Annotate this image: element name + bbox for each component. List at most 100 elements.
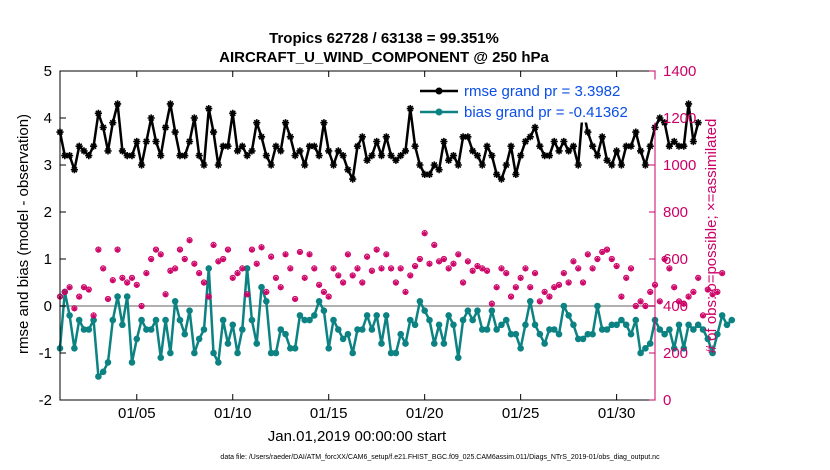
bias-point [358, 326, 366, 333]
obs-assimilated-point [402, 289, 409, 295]
obs-assimilated-point [340, 280, 346, 286]
obs-assimilated-point [234, 270, 241, 277]
bias-point [75, 316, 83, 324]
rmse-point [493, 170, 501, 178]
obs-assimilated-point [714, 289, 720, 295]
rmse-point [195, 152, 203, 160]
rmse-point [75, 142, 83, 150]
bias-point [522, 321, 529, 329]
bias-point [483, 326, 491, 333]
bias-point [85, 326, 93, 333]
obs-assimilated-point [134, 282, 140, 288]
bias-point [263, 298, 270, 305]
y2-tick-label: 400 [663, 298, 688, 315]
y2-tick-label: 1200 [663, 110, 696, 127]
bias-point [325, 345, 333, 352]
obs-assimilated-point [158, 252, 164, 258]
rmse-point [281, 119, 290, 127]
obs-assimilated-point [575, 266, 581, 272]
bias-point [330, 316, 337, 324]
obs-assimilated-point [287, 266, 293, 272]
rmse-point [497, 175, 506, 183]
obs-assimilated-point [657, 299, 663, 305]
rmse-point [315, 152, 323, 160]
obs-assimilated-point [546, 294, 553, 300]
obs-assimilated-point [585, 252, 591, 258]
bias-point [656, 326, 664, 333]
rmse-point [478, 161, 486, 169]
bias-point [339, 335, 347, 343]
rmse-point [329, 161, 338, 169]
bias-point [594, 302, 601, 310]
rmse-point [277, 147, 285, 155]
rmse-point [416, 161, 424, 169]
bias-point [195, 335, 203, 343]
obs-assimilated-point [206, 294, 212, 300]
rmse-point [339, 152, 347, 160]
obs-assimilated-point [364, 254, 370, 260]
obs-assimilated-point [138, 303, 145, 310]
obs-assimilated-point [244, 292, 250, 298]
bias-point [627, 330, 635, 338]
bias-point [704, 335, 712, 343]
bias-point [306, 316, 313, 324]
rmse-point [632, 128, 640, 136]
bias-point [435, 321, 443, 329]
rmse-point [622, 142, 630, 150]
bias-point [272, 349, 280, 357]
obs-assimilated-point [470, 268, 476, 274]
obs-assimilated-point [119, 275, 125, 281]
obs-assimilated-point [105, 296, 111, 303]
bias-point [147, 326, 155, 333]
obs-assimilated-point [609, 256, 615, 263]
obs-assimilated-point [167, 268, 173, 274]
legend-bias-marker [435, 108, 443, 116]
obs-assimilated-point [71, 306, 77, 312]
rmse-point [267, 161, 275, 169]
rmse-point [694, 119, 702, 127]
obs-assimilated-point [383, 252, 389, 258]
bias-point [138, 316, 145, 324]
bias-point [426, 316, 433, 324]
obs-assimilated-point [661, 256, 668, 263]
bias-point [157, 354, 165, 362]
rmse-point [305, 142, 314, 150]
obs-assimilated-point [124, 280, 130, 286]
rmse-point [670, 137, 678, 146]
rmse-point [517, 152, 525, 160]
bias-point [277, 326, 285, 333]
bias-point [219, 316, 227, 324]
obs-assimilated-point [676, 299, 682, 305]
rmse-point [536, 142, 544, 150]
rmse-point [425, 170, 434, 178]
y2-tick-label: 800 [663, 204, 688, 221]
obs-assimilated-point [66, 285, 73, 291]
bias-point [267, 349, 275, 357]
obs-assimilated-point [489, 301, 495, 307]
bias-point [224, 340, 232, 347]
bias-point [666, 326, 673, 333]
bias-point [546, 326, 553, 333]
rmse-point [421, 170, 429, 178]
obs-assimilated-point [292, 296, 298, 303]
rmse-point [387, 152, 395, 160]
rmse-point [272, 142, 280, 150]
obs-assimilated-point [441, 256, 447, 263]
rmse-point [684, 100, 693, 108]
obs-assimilated-point [431, 242, 437, 248]
rmse-point [176, 152, 184, 160]
rmse-point [123, 152, 131, 160]
y2-axis-label: # of obs: o=possible; ×=assimilated [703, 119, 720, 354]
bias-point [66, 312, 73, 319]
obs-assimilated-point [215, 259, 221, 265]
bias-point [608, 321, 616, 329]
obs-assimilated-point [148, 256, 154, 263]
rmse-point [349, 175, 357, 183]
y-tick-label: 1 [44, 251, 52, 268]
rmse-point [209, 128, 218, 136]
rmse-point [147, 114, 155, 122]
obs-assimilated-point [129, 275, 135, 281]
obs-assimilated-point [532, 270, 538, 277]
rmse-point [483, 142, 491, 150]
obs-assimilated-point [114, 247, 121, 253]
